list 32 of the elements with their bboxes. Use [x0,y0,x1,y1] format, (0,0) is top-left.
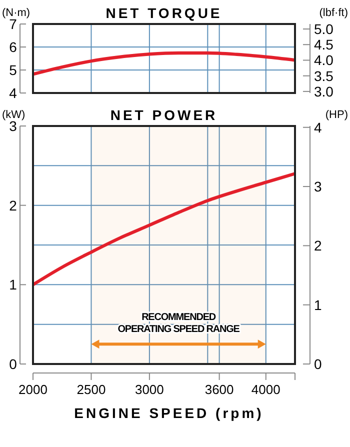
y-tick-label: 0 [9,356,18,372]
line-series [31,172,297,286]
chart-title: NET TORQUE [106,5,222,21]
y2-axis-title: (HP) [325,109,348,121]
y-tick-label: 7 [9,16,18,32]
chart-title: NET POWER [110,107,218,123]
y2-tick-label: 3.0 [314,83,334,100]
y-axis-title: (kW) [2,109,26,121]
x-tick-label: 2000 [18,382,48,397]
y2-tick-label: 4.0 [314,52,334,68]
y-tick-label: 4 [9,85,18,101]
y-tick-label: 1 [9,276,18,293]
x-tick-label: 2500 [76,382,106,397]
y-axis-title: (N·m) [2,7,30,19]
y2-tick-label: 4 [314,119,322,136]
y-tick-label: 6 [9,39,18,55]
y-tick-label: 2 [9,197,18,214]
y2-axis-title: (lbf·ft) [319,7,348,19]
y-tick-label: 3 [9,118,18,134]
x-axis-title: ENGINE SPEED (rpm) [74,405,264,421]
y2-tick-label: 5.0 [314,20,334,37]
x-tick-label: 3000 [134,382,164,397]
y2-tick-label: 1 [314,296,322,313]
x-tick-label: 3600 [204,382,234,397]
x-tick-label: 4000 [251,382,280,397]
y-tick-label: 5 [9,62,18,78]
y2-tick-label: 2 [314,238,322,254]
y2-tick-label: 3 [314,178,322,195]
y2-tick-label: 4.5 [314,36,334,53]
y2-tick-label: 0 [314,356,322,372]
line-series [31,51,297,76]
y2-tick-label: 3.5 [314,68,334,84]
